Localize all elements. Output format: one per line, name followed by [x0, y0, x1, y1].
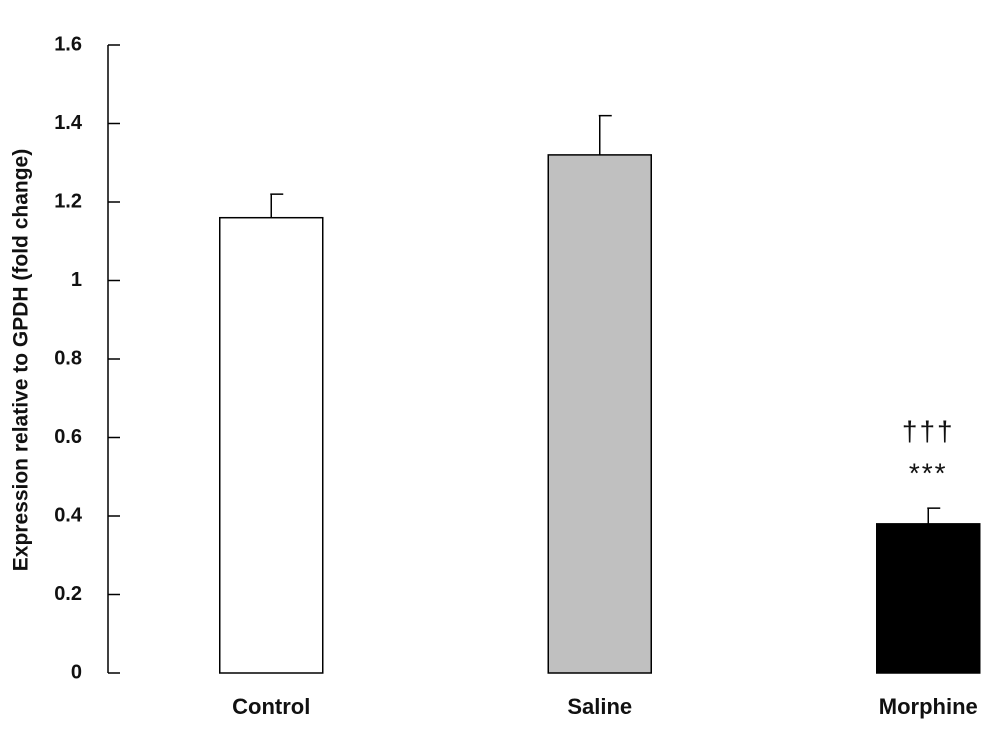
error-bar: [927, 507, 941, 524]
bar: [219, 216, 324, 674]
y-tick-label: 1.6: [54, 33, 82, 55]
x-tick-label: Saline: [567, 694, 632, 719]
bar: [547, 154, 652, 674]
bar: [876, 523, 981, 674]
x-tick-label: Morphine: [879, 694, 978, 719]
y-tick-label: 0.8: [54, 347, 82, 369]
y-tick-label: 0.4: [54, 504, 83, 526]
error-bar: [598, 114, 612, 155]
annotation: ***: [909, 458, 948, 489]
x-tick-label: Control: [232, 694, 310, 719]
error-bar: [270, 193, 284, 218]
annotation: †††: [902, 416, 955, 447]
y-tick-label: 1: [71, 269, 82, 291]
y-tick-label: 1.4: [54, 112, 83, 134]
y-tick-label: 0.2: [54, 583, 82, 605]
y-tick-label: 0: [71, 661, 82, 683]
y-axis-label: Expression relative to GPDH (fold change…: [10, 149, 33, 571]
y-tick-label: 1.2: [54, 190, 82, 212]
y-tick-label: 0.6: [54, 426, 82, 448]
